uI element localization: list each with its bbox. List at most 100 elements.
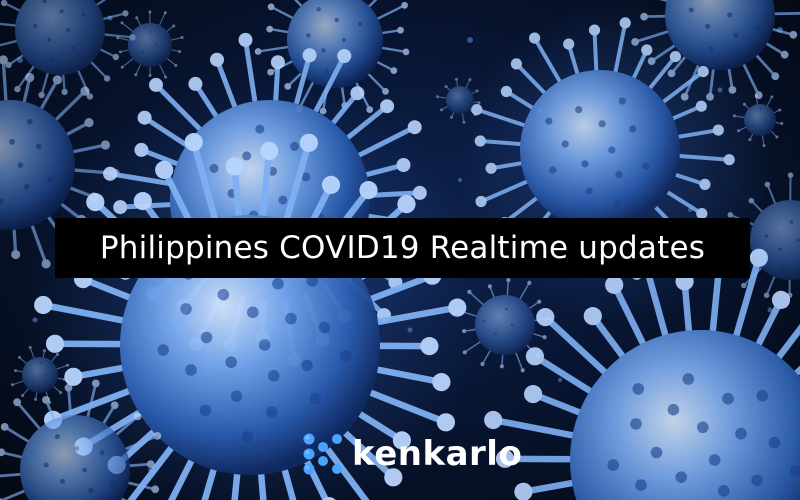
virus-spike-tip <box>151 485 160 494</box>
virus-spike-tip <box>103 166 118 181</box>
virus-spike-tip <box>11 383 14 387</box>
virus-spike-tip <box>319 107 327 115</box>
virus-surface-dot <box>241 431 254 443</box>
virus-spike <box>357 385 450 426</box>
virus-surface-dot <box>464 99 467 101</box>
virus-spike <box>100 33 134 39</box>
virus-spike-tip <box>184 133 203 152</box>
virus-spike-tip <box>14 85 21 93</box>
virus-surface-dot <box>43 462 49 468</box>
virus-surface-dot <box>157 344 169 356</box>
virus-surface-dot <box>697 421 709 434</box>
virus-spike-tip <box>695 100 707 112</box>
virus-surface-dot <box>632 383 645 395</box>
virus-spike-tip <box>588 24 601 36</box>
virus-spike-tip <box>462 329 467 334</box>
virus-spike-tip <box>485 162 497 174</box>
virus-particle <box>254 0 410 115</box>
virus-spike-tip <box>647 57 656 65</box>
virus-spike <box>158 12 166 28</box>
virus-spike-tip <box>390 67 398 74</box>
headline-banner: Philippines COVID19 Realtime updates <box>55 218 750 278</box>
virus-spike-tip <box>471 104 483 116</box>
virus-spike-tip <box>382 88 389 95</box>
virus-surface-dot <box>505 307 508 311</box>
virus-spike <box>51 385 62 394</box>
virus-spike-tip <box>38 91 45 99</box>
virus-body <box>520 70 680 230</box>
virus-surface-dot <box>796 238 800 242</box>
virus-spike-tip <box>749 248 769 267</box>
virus-surface-dot <box>607 459 619 471</box>
virus-spike-tip <box>62 377 66 381</box>
virus-spike <box>592 28 599 79</box>
virus-spike <box>761 133 765 147</box>
virus-spike-tip <box>113 200 128 215</box>
virus-spike <box>293 0 306 10</box>
virus-surface-dot <box>247 306 259 319</box>
virus-spike-tip <box>103 75 111 82</box>
virus-surface-dot <box>74 445 80 451</box>
virus-spike-tip <box>450 115 453 119</box>
virus-surface-dot <box>285 312 297 325</box>
virus-particle <box>459 278 552 373</box>
virus-spike-tip <box>135 16 139 20</box>
virus-body <box>744 104 776 136</box>
virus-spike <box>514 61 551 100</box>
virus-spike <box>518 282 531 302</box>
virus-spike-tip <box>238 32 253 47</box>
virus-spike-tip <box>118 50 122 54</box>
virus-surface-dot <box>54 434 60 440</box>
virus-surface-dot <box>675 471 687 484</box>
virus-spike-tip <box>537 299 542 304</box>
virus-spike-tip <box>172 24 176 28</box>
virus-surface-dot <box>581 160 589 168</box>
virus-spike-tip <box>91 379 100 388</box>
virus-surface-dot <box>482 320 486 323</box>
virus-spike <box>478 139 529 147</box>
virus-spike <box>461 112 465 123</box>
virus-spike-tip <box>270 55 285 70</box>
virus-surface-dot <box>154 44 157 46</box>
virus-surface-dot <box>9 138 15 145</box>
virus-surface-dot <box>150 31 153 33</box>
virus-surface-dot <box>47 176 54 183</box>
virus-spike <box>502 192 544 225</box>
virus-surface-dot <box>755 26 761 31</box>
virus-spike <box>531 353 602 400</box>
virus-surface-dot <box>598 120 606 128</box>
virus-spike-tip <box>542 335 547 340</box>
virus-spike <box>373 4 406 22</box>
virus-spike <box>506 279 510 299</box>
virus-spike <box>489 416 586 441</box>
virus-spike <box>11 380 25 386</box>
virus-spike <box>0 472 27 478</box>
virus-body <box>665 0 775 70</box>
virus-surface-dot <box>608 146 616 154</box>
virus-spike-tip <box>178 50 182 54</box>
virus-body <box>128 23 172 67</box>
virus-spike-tip <box>52 75 63 85</box>
virus-surface-dot <box>575 106 583 114</box>
virus-spike <box>28 219 48 266</box>
virus-surface-dot <box>66 28 71 32</box>
virus-spike-tip <box>267 3 275 11</box>
virus-surface-dot <box>255 124 265 134</box>
virus-body <box>446 86 474 114</box>
virus-surface-dot <box>266 406 278 418</box>
virus-surface-dot <box>341 37 347 43</box>
virus-spike <box>633 28 674 44</box>
virus-surface-dot <box>33 23 38 28</box>
virus-spike-tip <box>302 48 317 63</box>
virus-spike-tip <box>527 280 532 285</box>
virus-spike-tip <box>359 181 378 200</box>
virus-spike-tip <box>529 32 541 44</box>
virus-spike-tip <box>462 120 466 124</box>
virus-spike <box>481 348 492 365</box>
virus-particle <box>11 346 69 404</box>
virus-surface-dot <box>23 183 30 190</box>
virus-spike-tip <box>742 102 746 106</box>
virus-spike <box>0 487 30 500</box>
virus-spike <box>167 448 200 500</box>
virus-spike-tip <box>436 95 439 99</box>
